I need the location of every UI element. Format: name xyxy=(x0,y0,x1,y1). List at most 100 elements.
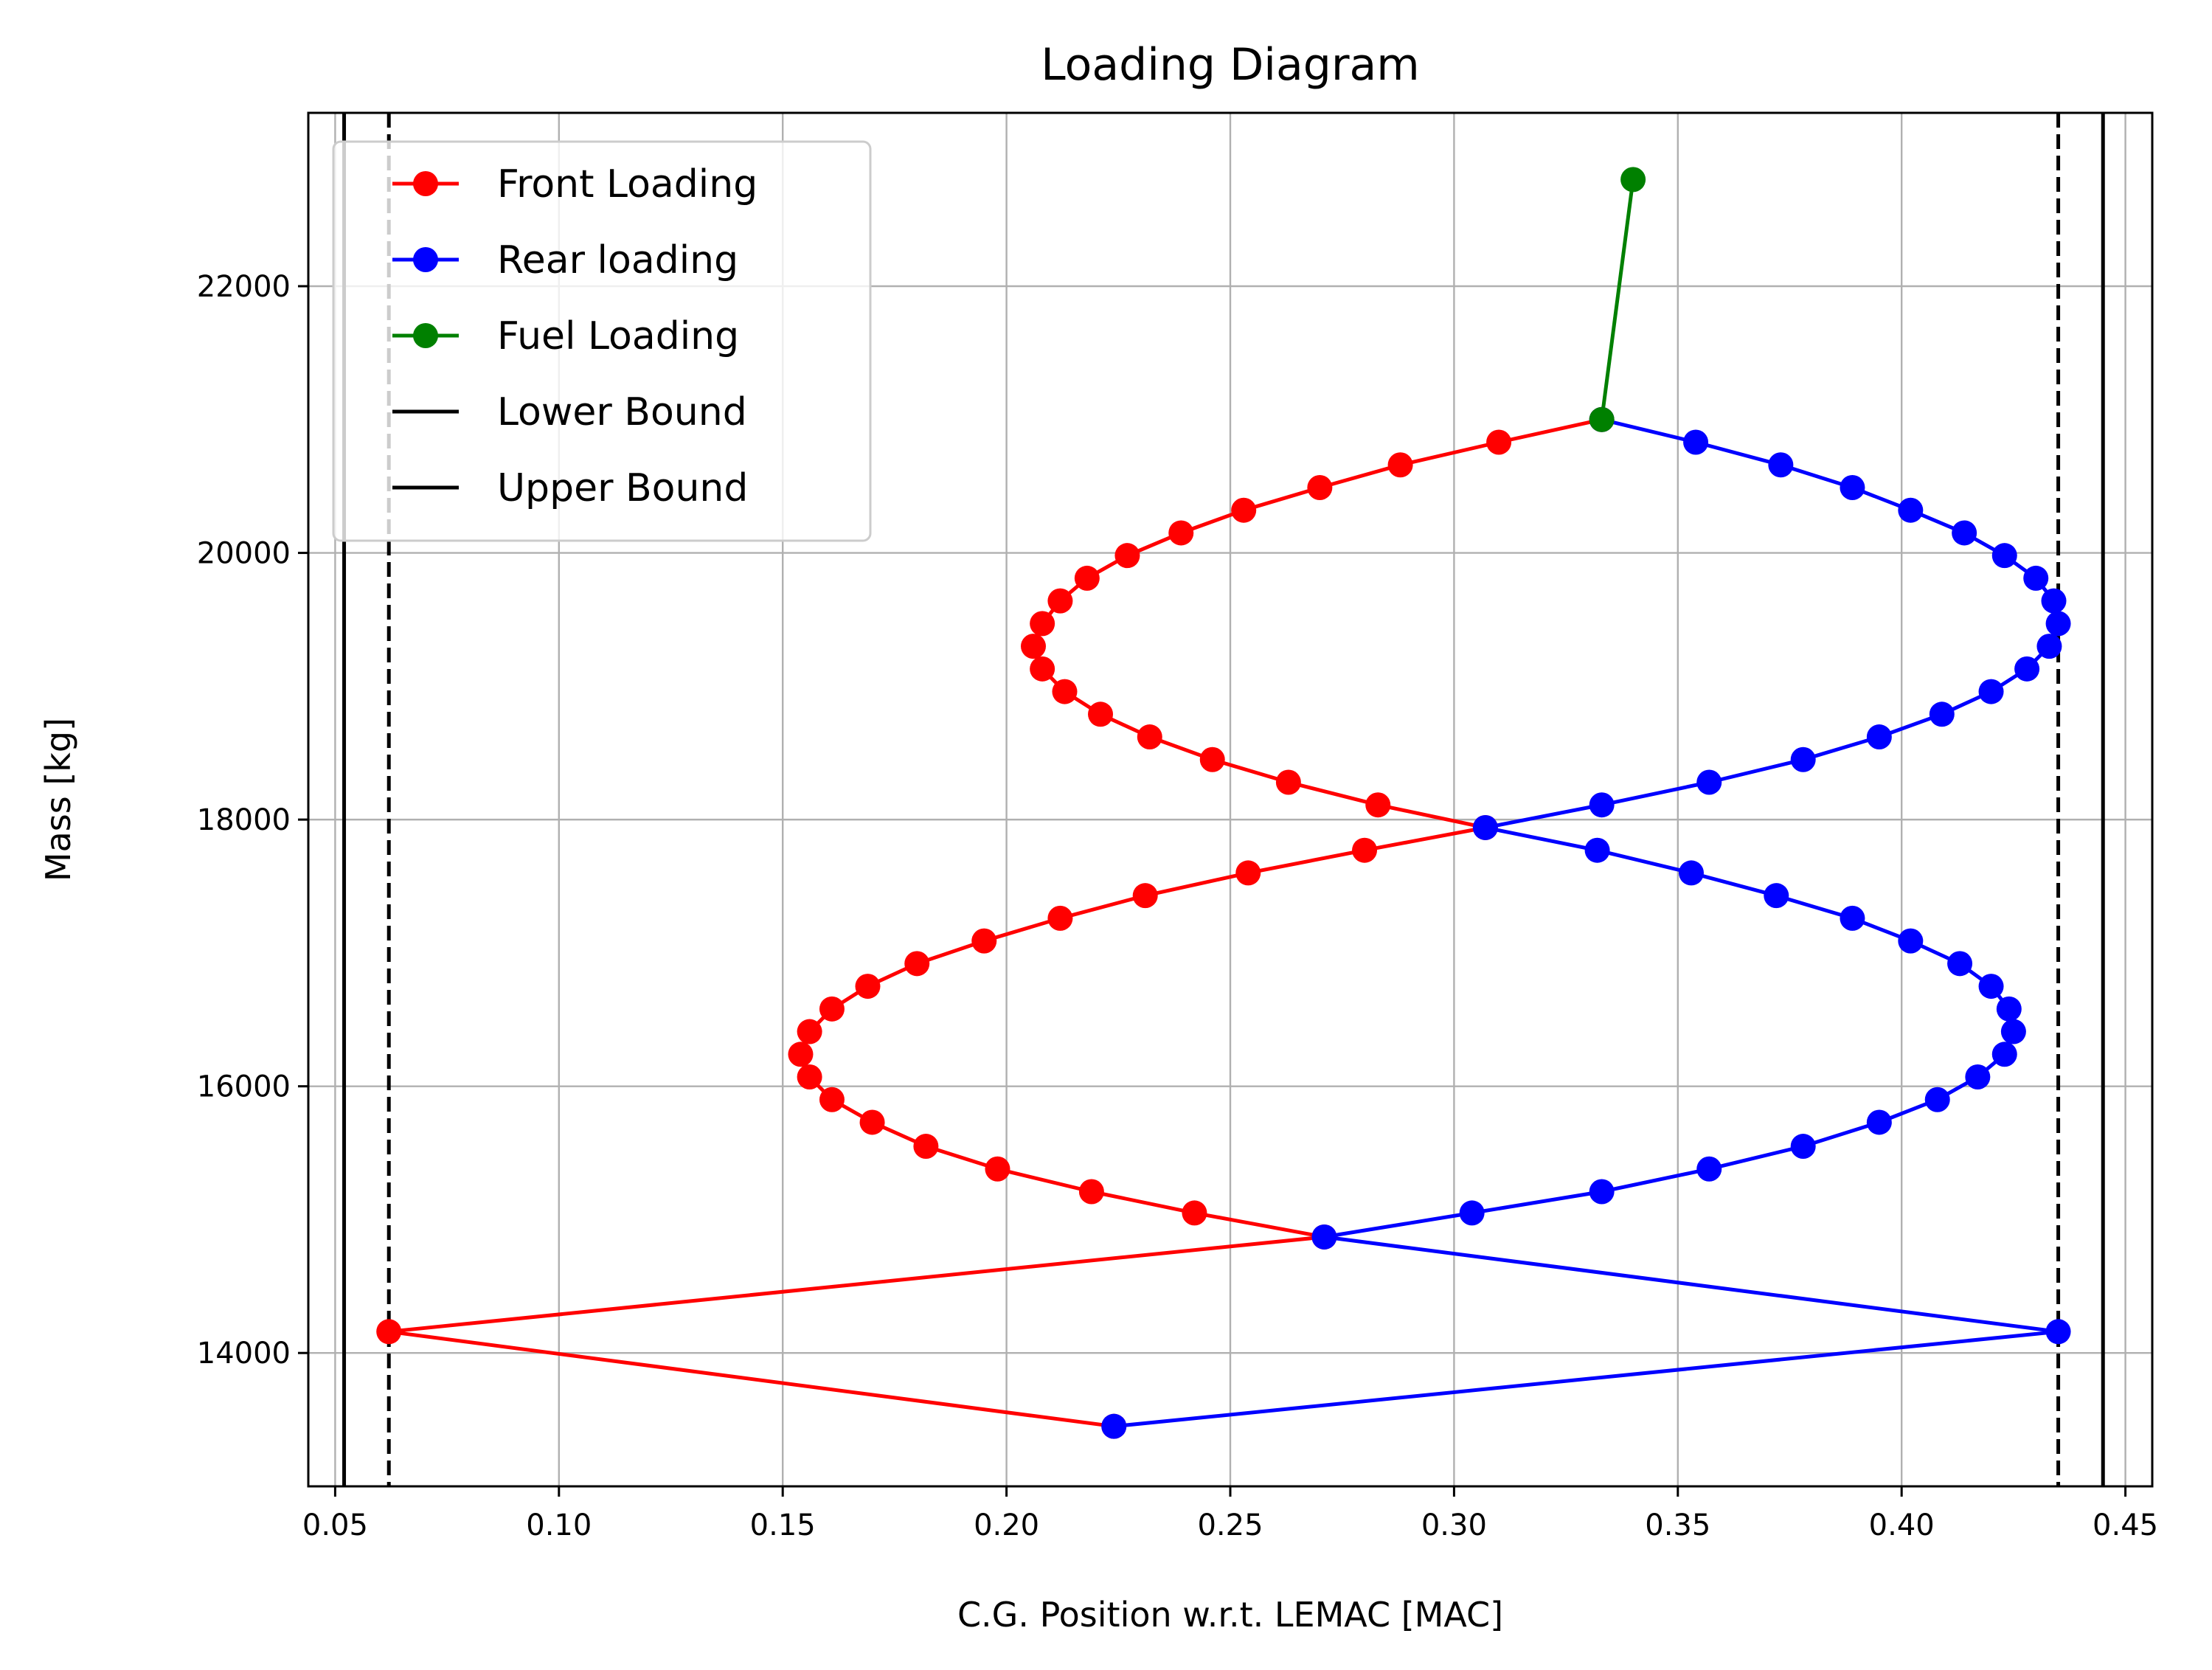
front-loading-point xyxy=(1114,543,1140,569)
legend-label-upper-bound: Upper Bound xyxy=(497,466,748,510)
front-loading-point xyxy=(1078,1179,1104,1205)
fuel-loading-point xyxy=(1620,167,1646,193)
bound-lines xyxy=(342,113,2105,1486)
rear-loading-point xyxy=(1696,769,1722,795)
front-loading-point xyxy=(1486,429,1512,455)
front-loading-point xyxy=(1047,905,1073,931)
rear-loading-point xyxy=(1898,928,1924,954)
legend-label-lower-bound: Lower Bound xyxy=(497,390,747,434)
rear-loading-point xyxy=(1764,883,1789,909)
rear-loading-point xyxy=(2014,656,2040,682)
legend: Front Loading Rear loading Fuel Loading Low… xyxy=(332,140,872,542)
rear-loading-point xyxy=(1459,1200,1485,1226)
legend-swatch-marker xyxy=(413,323,438,348)
front-loading-point xyxy=(1199,746,1225,772)
rear-loading-point xyxy=(2036,634,2062,659)
legend-swatch-marker xyxy=(413,247,438,272)
legend-box xyxy=(332,140,872,542)
front-loading-point xyxy=(1275,769,1301,795)
y-tick-label: 14000 xyxy=(197,1337,291,1371)
front-loading-point xyxy=(1168,520,1194,546)
front-loading-point xyxy=(1182,1200,1207,1226)
rear-loading-point xyxy=(1978,679,2004,704)
rear-loading-point xyxy=(1929,701,1955,727)
rear-loading-point xyxy=(1589,792,1615,818)
front-loading-point xyxy=(904,951,930,977)
rear-loading-point xyxy=(1991,1042,2017,1067)
front-loading-point xyxy=(1021,634,1047,659)
rear-loading-point xyxy=(1996,996,2022,1022)
x-tick-label: 0.20 xyxy=(974,1508,1039,1542)
x-tick-label: 0.45 xyxy=(2093,1508,2158,1542)
front-loading-point xyxy=(1387,452,1413,478)
front-loading-point xyxy=(1352,837,1378,863)
front-loading-point xyxy=(1052,679,1078,704)
rear-loading-point xyxy=(1840,905,1865,931)
fuel-loading-line xyxy=(1600,179,1635,420)
front-loading-point xyxy=(1074,565,1100,591)
x-tick-label: 0.35 xyxy=(1645,1508,1710,1542)
rear-loading-point xyxy=(2045,1319,2071,1345)
rear-loading-point xyxy=(2045,611,2071,637)
front-loading-point xyxy=(797,1019,822,1044)
front-loading-point xyxy=(1137,724,1162,750)
rear-loading-point xyxy=(1584,837,1610,863)
x-tick-label: 0.40 xyxy=(1869,1508,1935,1542)
rear-loading-point xyxy=(2041,588,2067,614)
rear-loading-point xyxy=(1589,1179,1615,1205)
rear-loading-point xyxy=(1768,452,1794,478)
rear-loading-point xyxy=(1978,974,2004,999)
front-loading-point xyxy=(913,1134,939,1160)
rear-loading-point xyxy=(1790,1134,1816,1160)
rear-loading-point xyxy=(1472,814,1498,840)
front-loading-point xyxy=(1030,611,1055,637)
chart-title: Loading Diagram xyxy=(1041,39,1419,91)
front-loading-point xyxy=(797,1064,822,1090)
fuel-loading-point xyxy=(1589,406,1615,432)
x-tick-label: 0.25 xyxy=(1197,1508,1263,1542)
front-loading-point xyxy=(971,928,997,954)
series-markers xyxy=(376,167,2071,1439)
rear-loading-point xyxy=(1991,543,2017,569)
legend-label-front-loading: Front Loading xyxy=(497,162,757,207)
rear-loading-point xyxy=(1952,520,1977,546)
rear-loading-point xyxy=(1898,497,1924,523)
y-tick-label: 18000 xyxy=(197,803,291,837)
front-loading-point xyxy=(819,1087,845,1112)
rear-loading-point xyxy=(1840,474,1865,500)
x-axis-label: C.G. Position w.r.t. LEMAC [MAC] xyxy=(957,1595,1503,1635)
x-tick-label: 0.10 xyxy=(526,1508,592,1542)
rear-loading-point xyxy=(1947,951,1973,977)
front-loading-point xyxy=(819,996,845,1022)
legend-label-fuel-loading: Fuel Loading xyxy=(497,314,739,358)
front-loading-point xyxy=(985,1156,1010,1182)
y-tick-label: 20000 xyxy=(197,537,291,571)
y-tick-label: 16000 xyxy=(197,1070,291,1104)
front-loading-point xyxy=(788,1042,814,1067)
y-axis-label: Mass [kg] xyxy=(38,718,78,881)
rear-loading-point xyxy=(1965,1064,1991,1090)
rear-loading-point xyxy=(1311,1224,1337,1250)
front-loading-point xyxy=(1047,588,1073,614)
rear-loading-point xyxy=(1683,429,1709,455)
front-loading-point xyxy=(1231,497,1257,523)
rear-loading-point xyxy=(2023,565,2049,591)
y-axis-ticks: 14000 16000 18000 20000 22000 xyxy=(197,270,308,1371)
front-loading-point xyxy=(1088,701,1114,727)
rear-loading-point xyxy=(1866,1109,1892,1135)
x-axis-ticks: 0.05 0.10 0.15 0.20 0.25 0.30 0.35 0.40 0.45 xyxy=(302,1486,2158,1542)
rear-loading-point xyxy=(1696,1156,1722,1182)
rear-loading-point xyxy=(1790,746,1816,772)
front-loading-point xyxy=(1365,792,1391,818)
front-loading-point xyxy=(1132,883,1158,909)
front-loading-point xyxy=(1307,474,1333,500)
x-tick-label: 0.05 xyxy=(302,1508,368,1542)
rear-loading-point xyxy=(2000,1019,2026,1044)
front-loading-point xyxy=(1030,656,1055,682)
legend-swatch-marker xyxy=(413,171,438,196)
x-tick-label: 0.30 xyxy=(1421,1508,1487,1542)
x-tick-label: 0.15 xyxy=(750,1508,816,1542)
front-loading-point xyxy=(855,974,881,999)
front-loading-point xyxy=(1235,860,1261,886)
front-loading-point xyxy=(859,1109,885,1135)
